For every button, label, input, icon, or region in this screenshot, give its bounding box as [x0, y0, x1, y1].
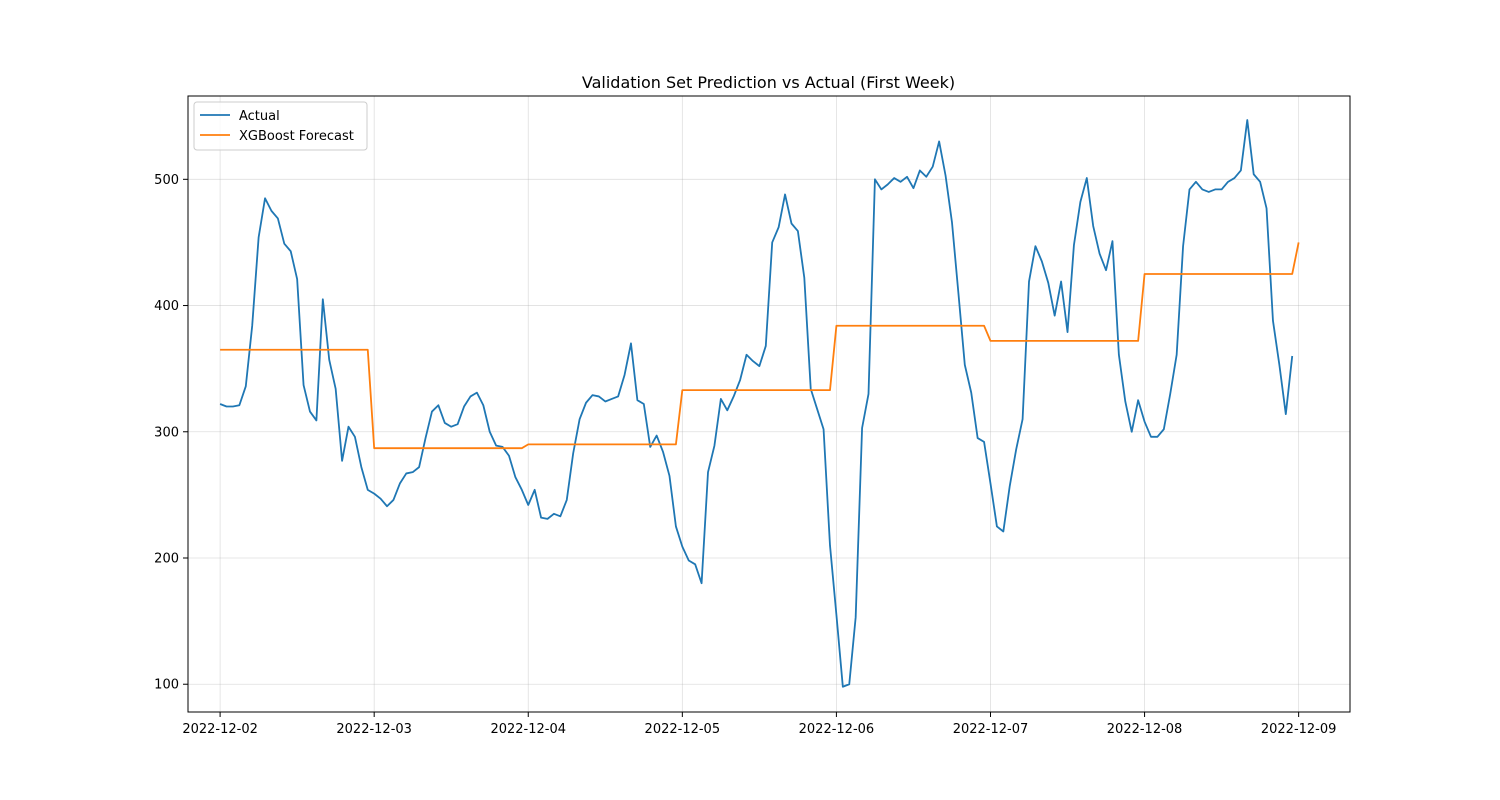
series-line-actual	[219, 119, 1294, 688]
y-tick-label: 200	[154, 552, 179, 567]
legend-label: XGBoost Forecast	[239, 129, 354, 144]
x-tick-label: 2022-12-05	[645, 722, 721, 737]
y-tick-label: 300	[154, 425, 179, 440]
legend-box	[193, 101, 368, 151]
legend-label: Actual	[239, 109, 280, 124]
x-tick-label: 2022-12-06	[799, 722, 875, 737]
series-lines	[219, 119, 1300, 688]
series-line-forecast	[220, 242, 1300, 450]
y-tick-label: 500	[154, 173, 179, 188]
x-tick-label: 2022-12-02	[182, 722, 258, 737]
legend: Actual XGBoost Forecast	[193, 101, 368, 151]
x-tick-label: 2022-12-03	[336, 722, 412, 737]
axis-ticks: 2022-12-02 2022-12-03 2022-12-04 2022-12-05…	[154, 173, 1336, 737]
gridlines	[188, 96, 1350, 712]
y-tick-label: 400	[154, 299, 179, 314]
chart-title: Validation Set Prediction vs Actual (Fir…	[582, 73, 955, 92]
y-tick-label: 100	[154, 678, 179, 693]
plot-frame	[187, 95, 1351, 713]
x-tick-label: 2022-12-08	[1107, 722, 1183, 737]
x-tick-label: 2022-12-04	[490, 722, 566, 737]
x-tick-label: 2022-12-09	[1261, 722, 1337, 737]
x-tick-label: 2022-12-07	[953, 722, 1029, 737]
